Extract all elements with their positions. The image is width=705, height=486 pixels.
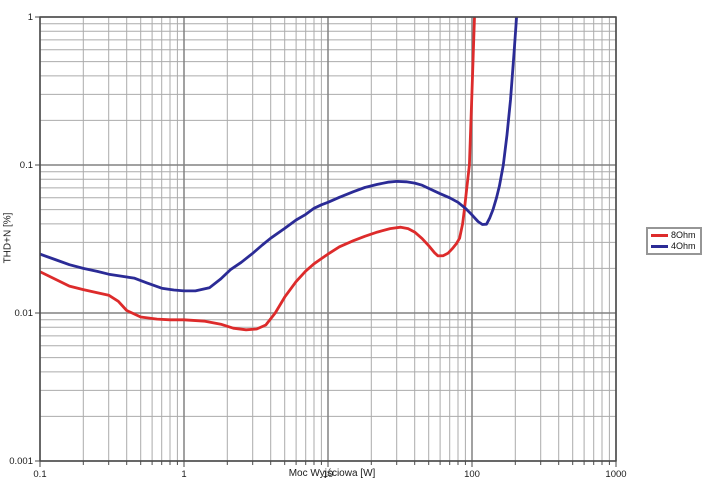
series-line-8ohm — [40, 17, 476, 332]
legend-label-4ohm: 4Ohm — [671, 241, 696, 251]
series-line-4ohm — [40, 17, 518, 293]
legend-line-sample-4ohm — [651, 244, 668, 248]
legend-line-sample-8ohm — [651, 233, 668, 237]
x-tick-label: 0.1 — [33, 469, 46, 480]
y-tick-label: 1 — [28, 12, 33, 23]
plot-border — [39, 16, 617, 462]
y-tick-label: 0.1 — [20, 160, 33, 171]
y-axis-title: THD+N [%] — [2, 212, 14, 264]
y-tick-label: 0.001 — [9, 456, 33, 467]
y-tick-label: 0.01 — [15, 308, 34, 319]
x-tick-label: 100 — [464, 469, 480, 480]
legend-item-8ohm: 8Ohm — [651, 230, 696, 240]
y-tick-labels: 1 0.1 0.01 0.001 — [9, 12, 33, 467]
x-tick-labels: 0.1 1 10 100 1000 — [33, 469, 626, 480]
x-tick-label: 1 — [181, 469, 186, 480]
x-tick-label: 10 — [323, 469, 334, 480]
legend: 8Ohm 4Ohm — [646, 227, 702, 255]
legend-item-4ohm: 4Ohm — [651, 241, 696, 251]
x-axis-title: Moc Wyjściowa [W] — [288, 468, 376, 479]
legend-label-8ohm: 8Ohm — [671, 230, 696, 240]
x-tick-label: 1000 — [605, 469, 626, 480]
